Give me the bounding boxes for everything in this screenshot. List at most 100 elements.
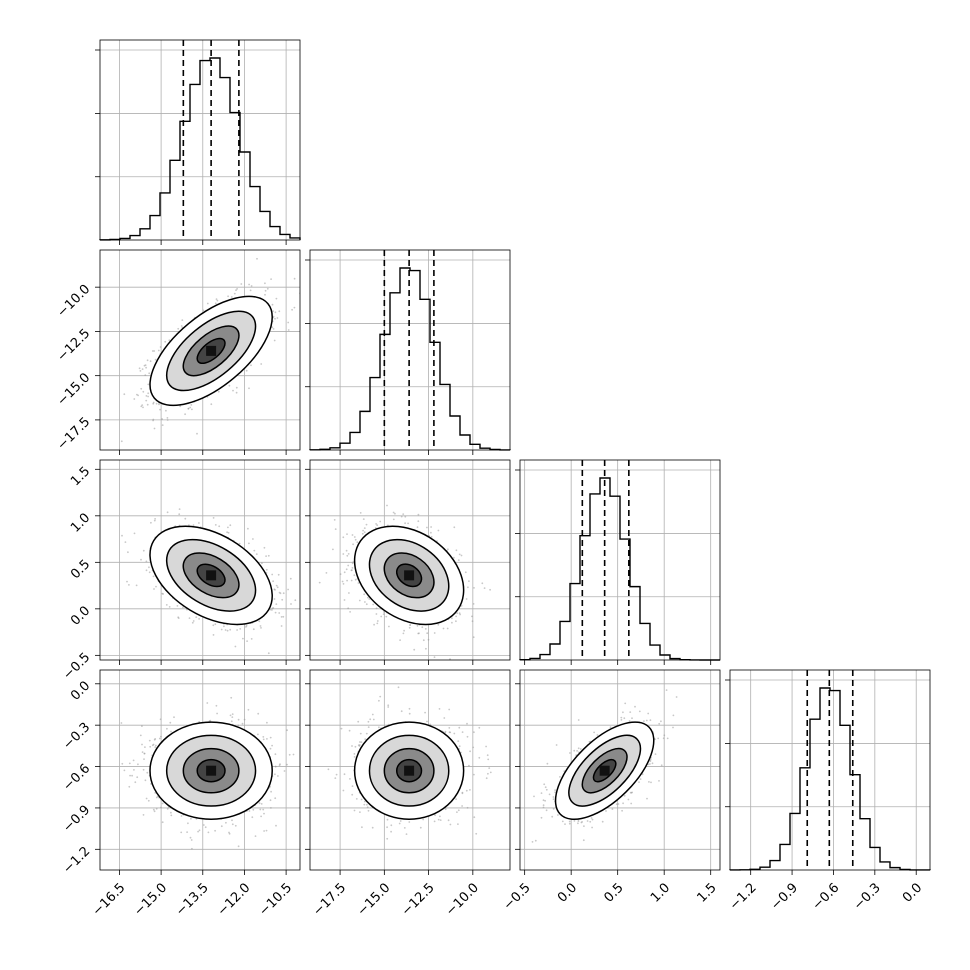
sample-point: [382, 613, 385, 615]
sample-point: [157, 349, 160, 352]
sample-point: [154, 518, 157, 520]
sample-point: [182, 606, 184, 609]
sample-point: [354, 538, 357, 541]
sample-point: [348, 592, 350, 594]
sample-point: [349, 611, 351, 613]
sample-point: [453, 526, 456, 529]
sample-point: [229, 714, 232, 717]
sample-point: [153, 427, 156, 430]
sample-point: [359, 512, 362, 514]
sample-point: [252, 538, 254, 540]
density-peak: [206, 345, 217, 356]
sample-point: [247, 527, 249, 530]
sample-point: [282, 615, 285, 618]
sample-point: [250, 364, 252, 367]
density-panel-2-1: [305, 459, 511, 665]
sample-point: [230, 296, 233, 298]
sample-point: [166, 511, 169, 514]
sample-point: [190, 817, 192, 820]
sample-point: [217, 390, 220, 393]
sample-point: [364, 601, 366, 603]
sample-point: [224, 629, 227, 631]
sample-point: [148, 372, 151, 375]
sample-point: [146, 403, 149, 406]
density-panel-3-0: −1.2−0.9−0.6−0.30.0−16.5 −15.0 −13.5 −12.0−…: [60, 669, 301, 919]
density-peak: [206, 570, 217, 581]
sample-point: [235, 386, 238, 389]
sample-point: [385, 615, 388, 618]
sample-point: [273, 588, 276, 591]
sample-point: [361, 532, 364, 535]
sample-point: [455, 620, 457, 623]
sample-point: [456, 612, 459, 615]
sample-point: [347, 607, 350, 610]
sample-point: [145, 797, 148, 800]
sample-point: [162, 593, 165, 595]
sample-point: [275, 297, 278, 300]
sample-point: [249, 289, 252, 292]
sample-point: [141, 725, 143, 727]
sample-point: [153, 350, 156, 352]
sample-point: [271, 609, 273, 611]
sample-point: [141, 368, 144, 370]
sample-point: [426, 632, 429, 635]
sample-point: [281, 598, 284, 601]
sample-point: [145, 560, 148, 563]
sample-point: [271, 326, 274, 329]
sample-point: [245, 626, 247, 628]
sample-point: [227, 295, 230, 298]
sample-point: [457, 559, 460, 561]
sample-point: [176, 605, 179, 607]
sample-point: [351, 569, 353, 571]
sample-point: [215, 298, 218, 300]
sample-point: [293, 277, 296, 280]
sample-point: [232, 389, 234, 392]
sample-point: [254, 835, 257, 837]
sample-point: [155, 585, 157, 588]
sample-point: [152, 808, 155, 811]
sample-point: [356, 541, 359, 544]
histogram-line: [99, 57, 301, 241]
sample-point: [263, 546, 266, 549]
sample-point: [404, 515, 407, 518]
sample-point: [190, 404, 193, 406]
sample-point: [140, 405, 143, 408]
sample-point: [247, 708, 250, 711]
sample-point: [169, 721, 172, 724]
sample-point: [235, 391, 238, 394]
sample-point: [120, 440, 123, 443]
sample-point: [264, 293, 266, 296]
sample-point: [394, 512, 396, 515]
sample-point: [237, 718, 240, 721]
sample-point: [375, 613, 378, 615]
y-tick-label: 0.5: [68, 557, 93, 582]
sample-point: [275, 603, 278, 605]
sample-point: [152, 575, 155, 578]
sample-point: [278, 310, 281, 313]
panel-frame: [519, 459, 721, 661]
sample-point: [231, 823, 234, 826]
sample-point: [275, 584, 278, 587]
sample-point: [346, 554, 349, 557]
sample-point: [367, 596, 369, 599]
sample-point: [400, 515, 403, 518]
sample-point: [210, 403, 213, 406]
sample-point: [386, 504, 388, 507]
sample-point: [274, 317, 276, 320]
sample-point: [231, 713, 234, 715]
sample-point: [120, 722, 123, 724]
sample-point: [267, 554, 270, 557]
sample-point: [266, 287, 269, 290]
sample-point: [263, 830, 265, 832]
sample-point: [212, 634, 215, 636]
sample-point: [276, 586, 279, 589]
panel-frame: [99, 249, 301, 451]
histogram-line: [309, 267, 511, 451]
sample-point: [264, 289, 267, 292]
sample-point: [471, 620, 474, 623]
sample-point: [140, 558, 142, 561]
sample-point: [446, 627, 449, 630]
sample-point: [458, 612, 461, 615]
sample-point: [368, 598, 371, 600]
sample-point: [365, 523, 368, 526]
